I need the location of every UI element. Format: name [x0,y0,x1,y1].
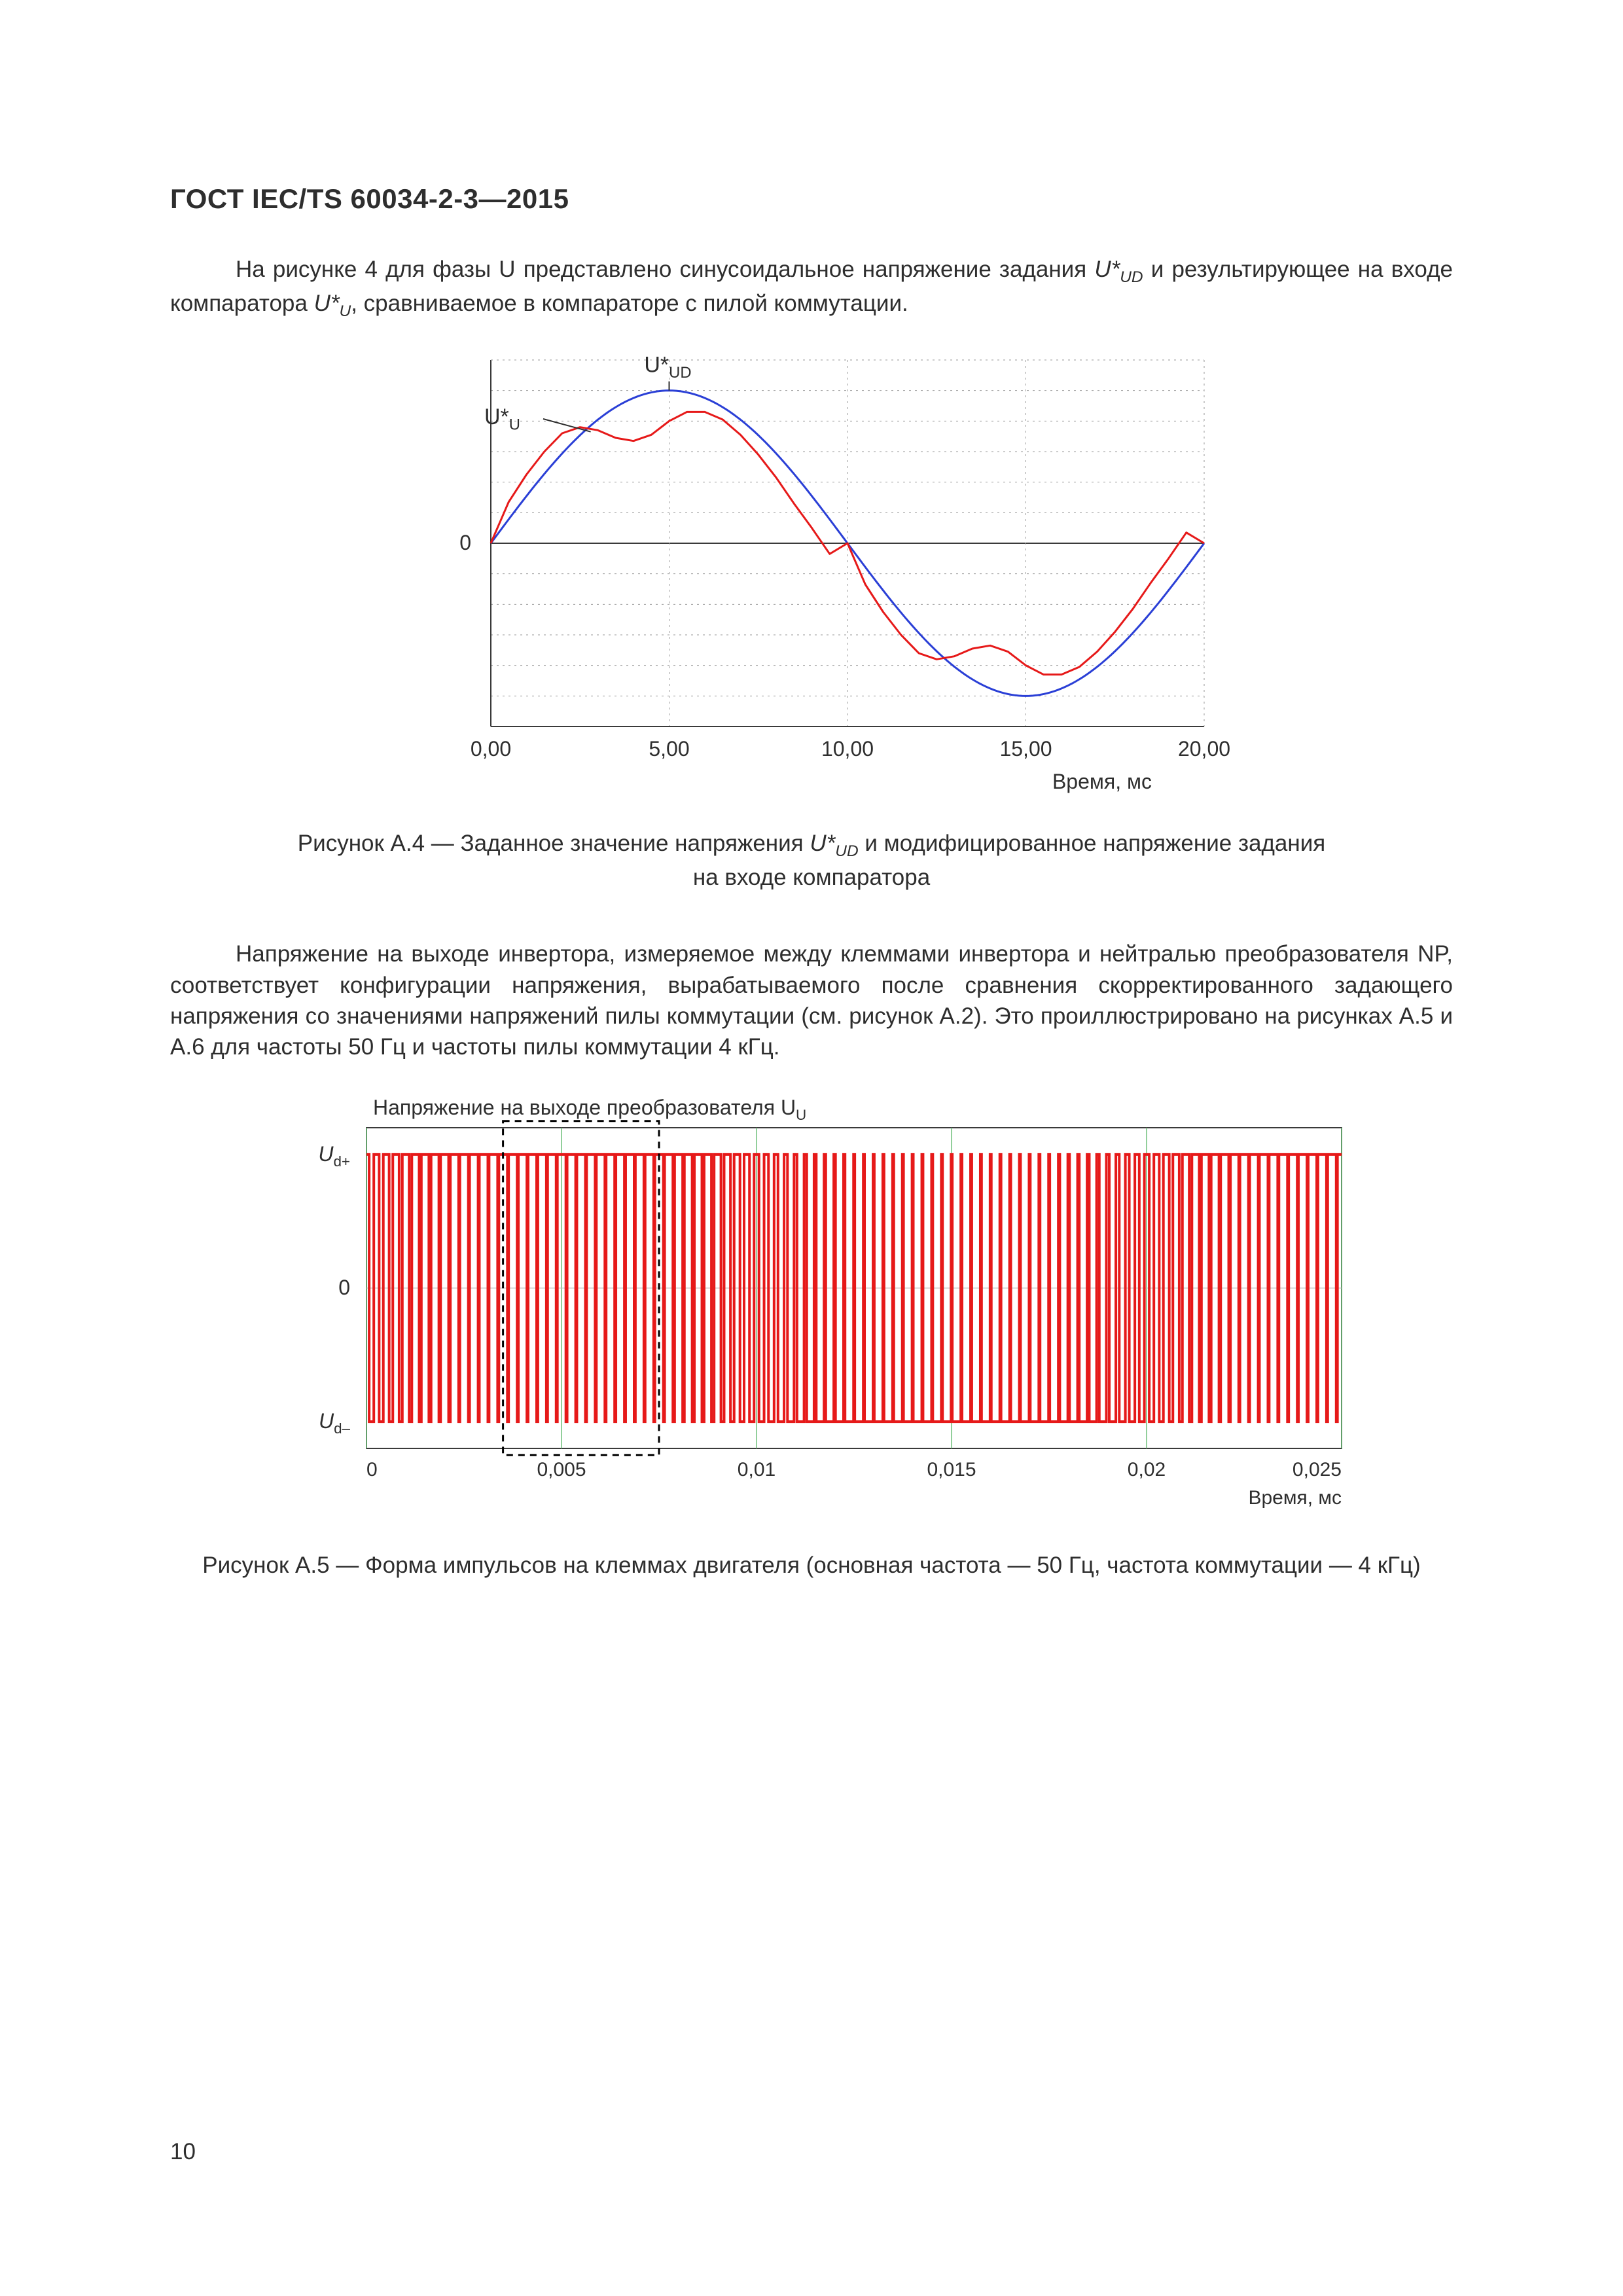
paragraph-1: На рисунке 4 для фазы U представлено син… [170,254,1453,322]
svg-text:0,01: 0,01 [738,1459,776,1480]
p1-sym1: U* [1094,257,1120,282]
page: ГОСТ IEC/TS 60034-2-3—2015 На рисунке 4 … [0,0,1623,2296]
p2-text: Напряжение на выходе инвертора, измеряем… [170,941,1453,1060]
svg-text:U*U: U*U [484,404,520,434]
svg-text:0,005: 0,005 [537,1459,586,1480]
p1-sym2: U* [314,291,340,316]
svg-text:U*UD: U*UD [644,353,691,382]
p1-pre: На рисунке 4 для фазы U представлено син… [236,257,1094,282]
capA4-pre: Рисунок А.4 — Заданное значение напряжен… [298,831,810,856]
svg-text:0,02: 0,02 [1128,1459,1166,1480]
caption-a4: Рисунок А.4 — Заданное значение напряжен… [255,828,1368,893]
svg-text:Ud+: Ud+ [318,1142,350,1170]
figure-a4-svg: 0,00 5,00 10,00 15,00 20,00 0 Время, мс U*U U*UD [393,334,1230,805]
svg-text:0,025: 0,025 [1293,1459,1342,1480]
figure-a4: 0,00 5,00 10,00 15,00 20,00 0 Время, мс U*U U*UD [170,334,1453,808]
doc-header: ГОСТ IEC/TS 60034-2-3—2015 [170,183,1453,215]
svg-text:Время, мс: Время, мс [1248,1487,1342,1509]
svg-text:20,00: 20,00 [1178,737,1230,761]
svg-text:0,015: 0,015 [927,1459,976,1480]
svg-text:Ud–: Ud– [319,1410,351,1437]
p1-sub1: UD [1120,268,1143,286]
capA5-text: Рисунок А.5 — Форма импульсов на клеммах… [202,1552,1420,1578]
p1-sub2: U [339,302,351,320]
svg-text:0: 0 [366,1459,378,1480]
capA4-sym: U* [810,831,835,856]
figure-a5-svg: 0 0,005 0,01 0,015 0,02 0,025 Время, мс Ud+ 0 Ud–… [255,1082,1368,1527]
capA4-post2: на входе компаратора [693,865,930,890]
paragraph-2: Напряжение на выходе инвертора, измеряем… [170,939,1453,1062]
caption-a5: Рисунок А.5 — Форма импульсов на клеммах… [170,1550,1453,1581]
svg-text:15,00: 15,00 [999,737,1052,761]
svg-text:0: 0 [459,531,471,554]
svg-text:0,00: 0,00 [471,737,511,761]
svg-text:0: 0 [338,1276,350,1299]
figure-a5: 0 0,005 0,01 0,015 0,02 0,025 Время, мс Ud+ 0 Ud–… [170,1082,1453,1530]
capA4-sub: UD [835,842,858,860]
svg-text:Напряжение на выходе преобразо: Напряжение на выходе преобразователя UU [373,1096,806,1123]
capA4-post1: и модифицированное напряжение задания [859,831,1326,856]
p1-post: , сравниваемое в компараторе с пилой ком… [351,291,908,316]
svg-text:5,00: 5,00 [649,737,689,761]
page-number: 10 [170,2139,196,2165]
svg-text:10,00: 10,00 [821,737,874,761]
svg-text:Время, мс: Время, мс [1052,770,1152,793]
